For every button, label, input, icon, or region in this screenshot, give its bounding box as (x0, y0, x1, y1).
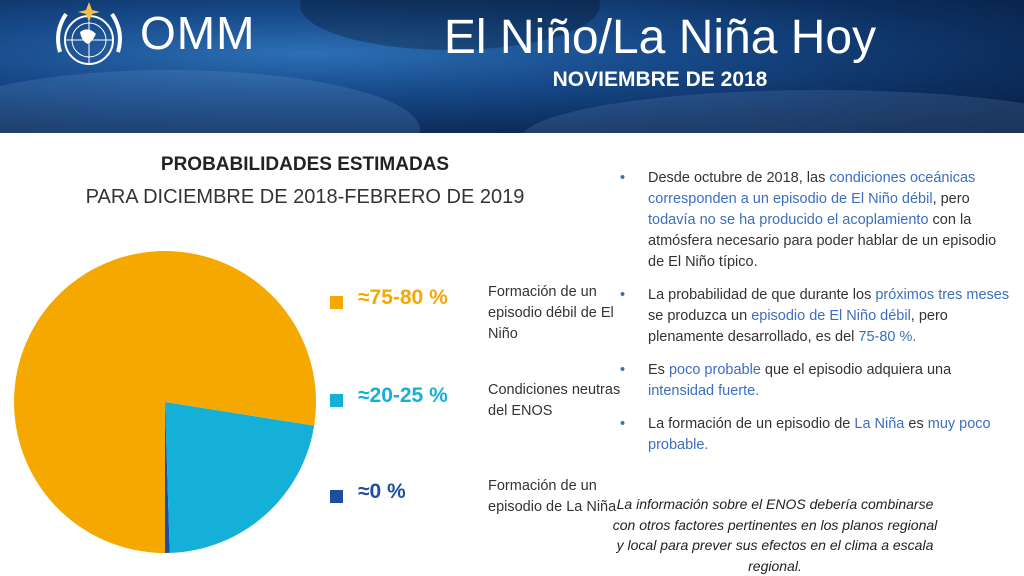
legend-description: Formación de un episodio débil de El Niñ… (488, 284, 614, 342)
header-banner: OMM El Niño/La Niña Hoy NOVIEMBRE DE 201… (0, 0, 1024, 133)
page-title: El Niño/La Niña Hoy (443, 11, 877, 64)
legend-swatch (330, 394, 343, 407)
chart-subheading: PARA DICIEMBRE DE 2018-FEBRERO DE 2019 (85, 186, 525, 208)
legend-percent: ≈75-80 % (358, 286, 448, 309)
bullet-text: que el episodio adquiera una (760, 362, 952, 378)
legend-percent: ≈0 % (358, 480, 406, 503)
bullet-icon: • (620, 362, 626, 378)
pie-slice (165, 402, 170, 553)
chart-heading: PROBABILIDADES ESTIMADAS (160, 154, 450, 175)
legend-swatch (330, 296, 343, 309)
bullet-item: • La probabilidad de que durante los próx… (620, 285, 1010, 348)
highlighted-text: condiciones oceánicas corresponden a un … (648, 170, 976, 207)
wmo-logo-icon (56, 2, 122, 65)
legend-percent: ≈20-25 % (358, 384, 448, 407)
bullet-list: • Desde octubre de 2018, las condiciones … (620, 168, 1010, 468)
bullet-text: con la atmósfera necesario para poder ha… (648, 212, 997, 270)
legend-description: Formación de un episodio de La Niña (488, 478, 617, 515)
bullet-text: La formación de un episodio de (648, 416, 855, 432)
bullet-text: Es (648, 362, 669, 378)
pie-slice (14, 250, 316, 553)
bullet-text: , pero (932, 191, 970, 207)
bullet-item: • La formación de un episodio de La Niña … (620, 414, 1010, 456)
legend-description: Condiciones neutras del ENOS (488, 382, 621, 419)
bullet-text: es (904, 416, 928, 432)
bullet-text: , pero plenamente desarrollado, es del (648, 308, 948, 345)
bullet-icon: • (620, 416, 626, 432)
highlighted-text: episodio de El Niño débil (751, 308, 911, 324)
pie-slice (165, 402, 315, 553)
bullet-item: • Desde octubre de 2018, las condiciones … (620, 168, 1010, 273)
bullet-icon: • (620, 287, 626, 303)
highlighted-text: muy poco probable. (648, 416, 991, 453)
bullet-text: se produzca un (648, 308, 752, 324)
highlighted-text: todavía no se ha producido el acoplamien… (648, 212, 929, 228)
bullet-text: Desde octubre de 2018, las (648, 170, 830, 186)
bullet-item: • Es poco probable que el episodio adquie… (620, 360, 1010, 402)
legend-swatch (330, 490, 343, 503)
page-subtitle: NOVIEMBRE DE 2018 (552, 68, 768, 91)
highlighted-text: próximos tres meses (875, 287, 1010, 303)
highlighted-text: La Niña (854, 416, 905, 432)
note-text: La información sobre el ENOS debería com… (612, 496, 938, 574)
highlighted-text: 75-80 %. (858, 329, 917, 345)
pie-chart (14, 250, 316, 553)
highlighted-text: poco probable (668, 362, 761, 378)
highlighted-text: intensidad fuerte. (648, 383, 760, 399)
bullet-text: La probabilidad de que durante los (648, 287, 876, 303)
org-name: OMM (140, 7, 256, 59)
bullet-icon: • (620, 170, 626, 186)
